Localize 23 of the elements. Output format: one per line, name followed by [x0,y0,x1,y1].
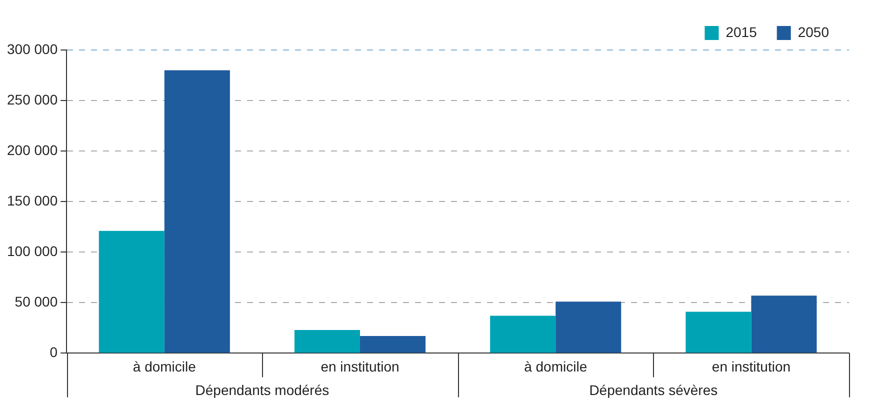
y-tick-label: 100 000 [6,242,58,259]
y-tick-label: 200 000 [6,142,58,158]
legend-label: 2015 [726,24,758,40]
bar [686,312,752,353]
y-tick-label: 0 [50,344,58,360]
text: Dépendants modérés [195,382,330,398]
y-tick-label: 150 000 [6,192,58,208]
y-tick-label: 300 000 [6,40,58,57]
x-tick-label: à domicile [524,358,588,374]
text: Dépendants sévères [589,382,718,398]
y-tick-label: 250 000 [6,91,58,108]
legend-label: 2050 [798,24,830,40]
x-tick-label: à domicile [132,358,196,374]
bar [294,330,360,353]
x-tick-label: en institution [320,358,400,374]
x-tick-label: en institution [712,358,791,374]
bar [98,230,164,353]
bar [751,296,817,353]
bar [360,336,426,353]
y-tick-label: 50 000 [14,294,58,310]
bar [556,302,622,353]
bar [164,70,230,353]
bar [490,316,556,353]
